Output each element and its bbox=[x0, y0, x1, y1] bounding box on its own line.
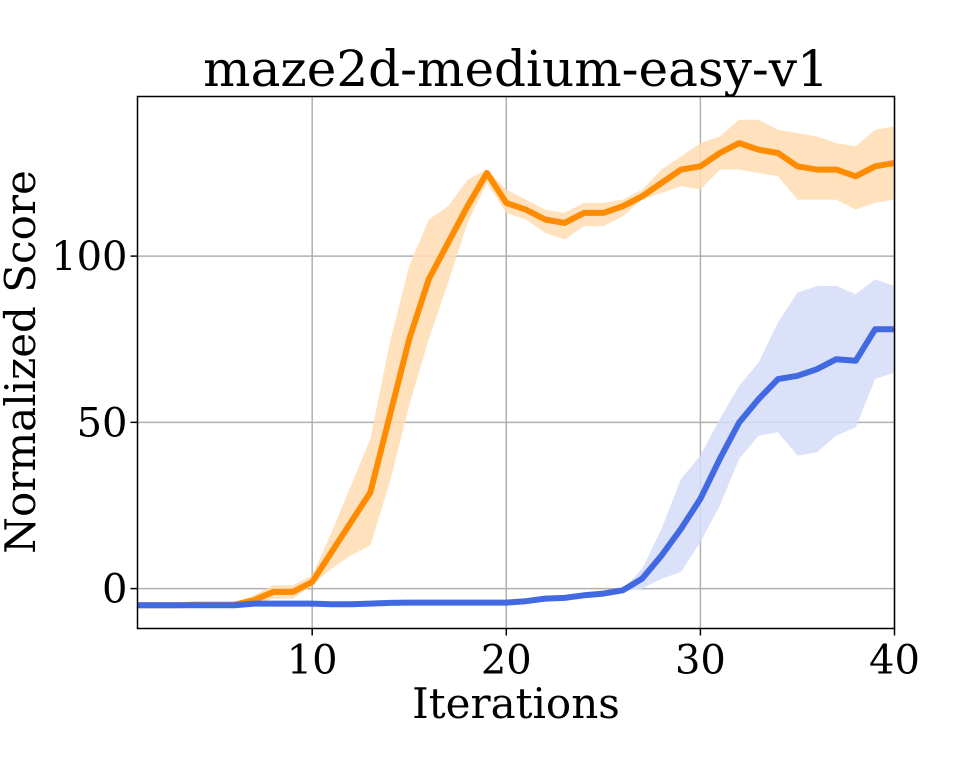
x-tick-label: 20 bbox=[481, 638, 532, 684]
series-0-line bbox=[137, 140, 896, 609]
x-axis-label: Iterations bbox=[412, 679, 620, 728]
series-lines bbox=[137, 140, 896, 609]
x-tick-label: 10 bbox=[287, 638, 338, 684]
y-tick-label: 50 bbox=[77, 400, 128, 446]
chart-title: maze2d-medium-easy-v1 bbox=[203, 40, 829, 98]
series-1-band bbox=[137, 279, 895, 606]
y-tick-label: 100 bbox=[51, 234, 127, 280]
y-axis-label: Normalized Score bbox=[0, 170, 45, 554]
x-tick-label: 40 bbox=[869, 638, 920, 684]
series-1-line bbox=[137, 326, 895, 609]
confidence-bands bbox=[137, 119, 895, 606]
plot-frame bbox=[136, 95, 896, 630]
tick-labels: 10 20 30 40 0 50 100 bbox=[51, 234, 920, 683]
y-tick-label: 0 bbox=[102, 567, 127, 613]
x-tick-label: 30 bbox=[675, 638, 726, 684]
